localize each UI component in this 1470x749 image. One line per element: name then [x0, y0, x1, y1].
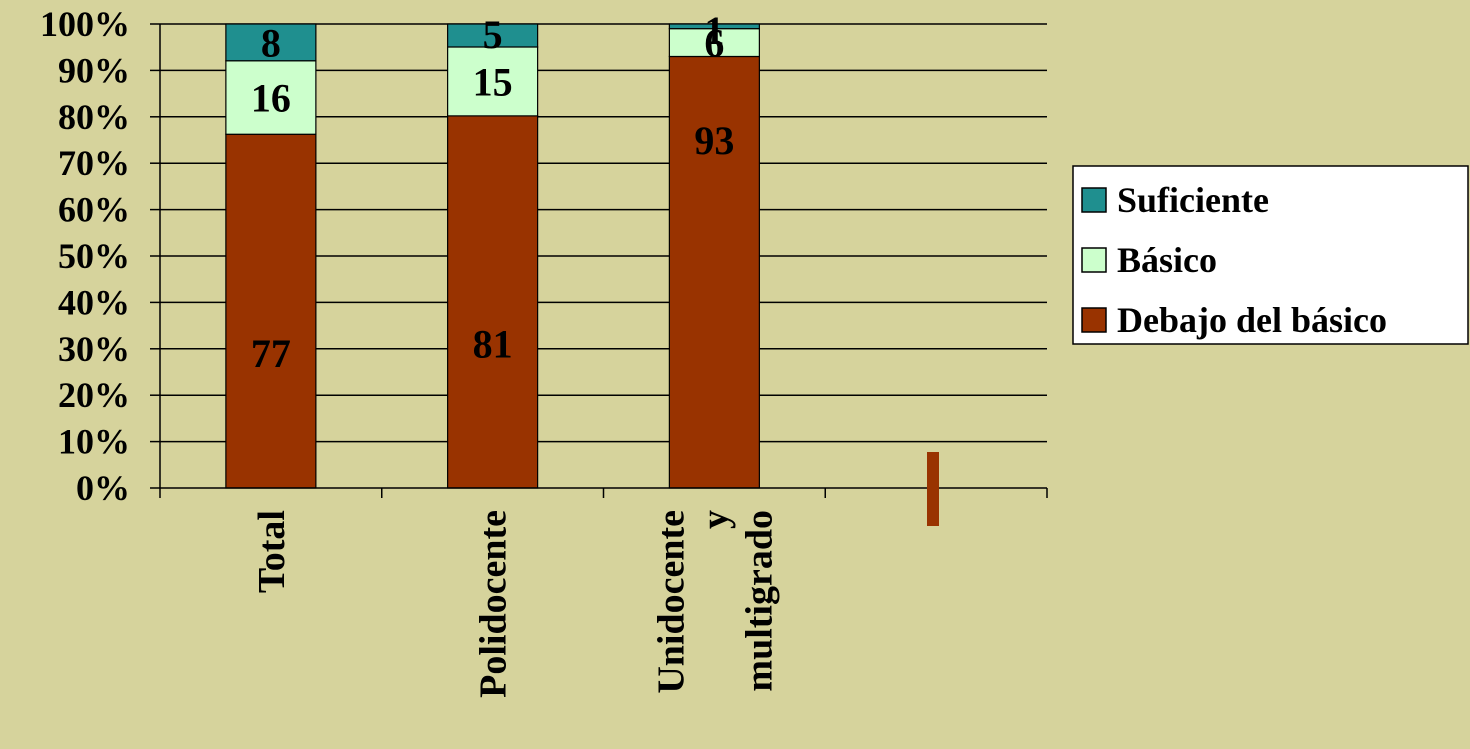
data-label: 77: [251, 331, 291, 376]
x-axis-category-labels: Total Polidocente Unidocente y multigrado: [251, 510, 781, 698]
y-tick-label: 60%: [58, 190, 130, 230]
data-label: 81: [473, 322, 513, 367]
x-category-label: Total: [251, 510, 293, 593]
y-tick-label: 50%: [58, 236, 130, 276]
y-tick-label: 20%: [58, 375, 130, 415]
bar-segment: [668, 23, 760, 30]
y-tick-label: 40%: [58, 282, 130, 322]
bar-segment: [447, 23, 539, 48]
data-label: 1: [704, 8, 724, 53]
y-tick-label: 80%: [58, 97, 130, 137]
x-category-label: multigrado: [738, 510, 780, 692]
y-tick-label: 0%: [76, 468, 130, 508]
x-category-label: y: [694, 510, 736, 529]
data-label: 15: [473, 59, 513, 104]
bar-segment: [225, 23, 317, 62]
data-label: 6: [704, 21, 724, 66]
y-axis-tick-labels: 0% 10% 20% 30% 40% 50% 60% 70% 80% 90% 100%: [40, 4, 130, 508]
x-category-label: Polidocente: [473, 510, 515, 698]
bar-segment: [225, 60, 317, 135]
y-tick-label: 70%: [58, 143, 130, 183]
bar-segment: [668, 28, 760, 58]
bars: [225, 23, 760, 489]
bar-segment: [225, 133, 317, 489]
x-category-label: Unidocente: [650, 510, 692, 694]
legend: Suficiente Básico Debajo del básico: [1072, 165, 1469, 345]
data-label: 5: [483, 12, 503, 57]
data-label: 16: [251, 76, 291, 121]
legend-swatch: [1081, 247, 1107, 273]
legend-swatch: [1081, 307, 1107, 333]
bar-segment: [447, 46, 539, 117]
data-label: 93: [694, 118, 734, 163]
legend-label: Básico: [1117, 240, 1217, 280]
bar-segment: [447, 115, 539, 489]
y-tick-label: 90%: [58, 50, 130, 90]
data-labels: 77 16 8 81 155 93 61: [251, 8, 735, 376]
y-tick-label: 30%: [58, 329, 130, 369]
y-tick-label: 100%: [40, 4, 130, 44]
y-tick-label: 10%: [58, 422, 130, 462]
legend-label: Debajo del básico: [1117, 300, 1387, 340]
legend-box: [1072, 165, 1469, 345]
legend-label: Suficiente: [1117, 180, 1269, 220]
data-label: 8: [261, 20, 281, 65]
legend-swatch: [1081, 187, 1107, 213]
stray-mark: [927, 452, 939, 526]
axes: [150, 23, 1048, 498]
